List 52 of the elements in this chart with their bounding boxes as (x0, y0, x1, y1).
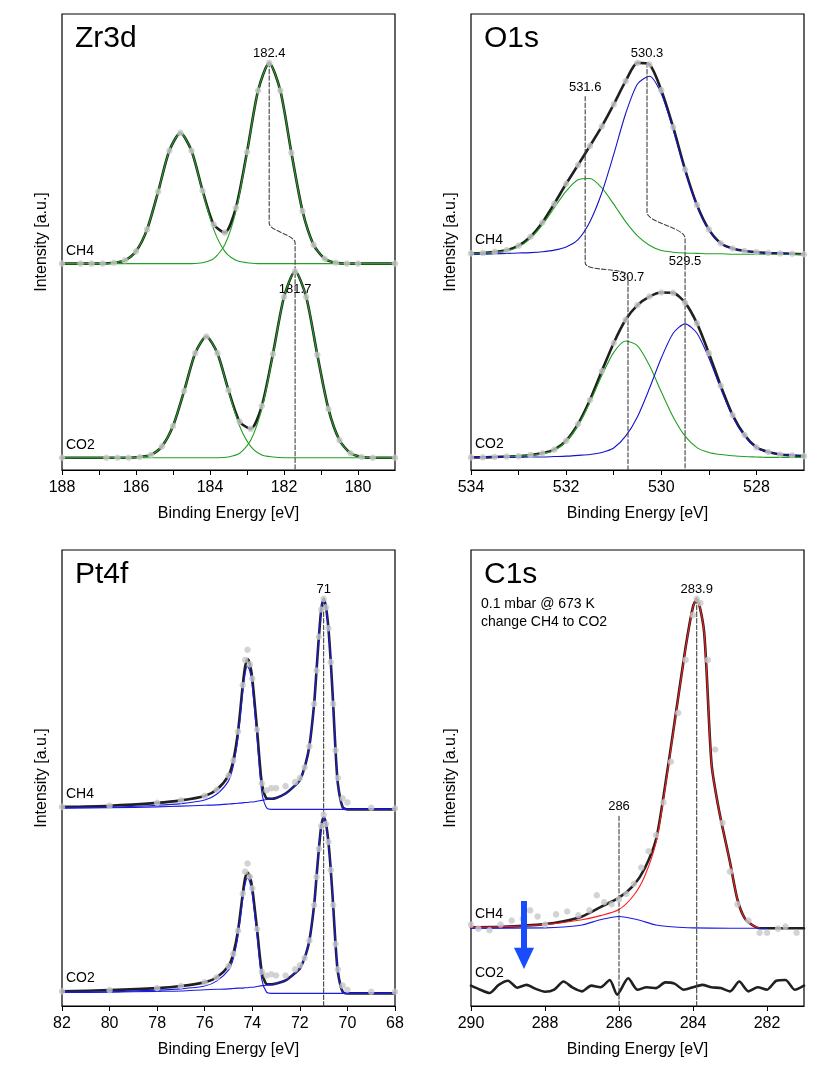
x-axis-title: Binding Energy [eV] (566, 503, 709, 521)
x-tick-label: 82 (53, 1013, 71, 1031)
chart-title: Zr3d (75, 19, 137, 53)
series-label: CO2 (66, 969, 95, 986)
x-tick-label: 282 (753, 1013, 781, 1031)
series-label: CH4 (66, 784, 95, 801)
annotation: 530.3 (630, 44, 664, 60)
x-axis-title: Binding Energy [eV] (157, 503, 300, 521)
x-tick-label: 188 (48, 477, 76, 495)
annotation: change CH4 to CO2 (481, 613, 608, 629)
x-tick-label: 528 (743, 477, 770, 495)
annotation: 283.9 (680, 580, 713, 596)
series-label: CO2 (66, 435, 95, 452)
x-tick-label: 184 (196, 477, 224, 495)
series-label: CO2 (475, 435, 504, 452)
x-tick-label: 78 (148, 1013, 167, 1031)
chart-title: O1s (484, 19, 540, 53)
x-tick-label: 182 (270, 477, 298, 495)
x-tick-label: 530 (647, 477, 675, 495)
x-tick-label: 532 (552, 477, 580, 495)
y-axis-title: Intensity [a.u.] (31, 192, 49, 292)
y-axis-title: Intensity [a.u.] (31, 728, 49, 828)
x-tick-label: 68 (386, 1013, 404, 1031)
chart-title: C1s (484, 555, 538, 589)
x-tick-label: 180 (344, 477, 372, 495)
y-axis-title: Intensity [a.u.] (440, 192, 458, 292)
annotation: 529.5 (668, 252, 702, 268)
x-tick-label: 186 (122, 477, 150, 495)
x-tick-label: 72 (290, 1013, 309, 1031)
x-tick-label: 290 (457, 1013, 485, 1031)
annotation: 531.6 (568, 78, 602, 94)
x-tick-label: 288 (531, 1013, 559, 1031)
x-axis-title: Binding Energy [eV] (566, 1039, 709, 1057)
x-axis-title: Binding Energy [eV] (157, 1039, 300, 1057)
series-label: CH4 (66, 241, 95, 258)
annotation: 286 (608, 798, 630, 814)
series-label: CH4 (475, 905, 504, 922)
x-tick-label: 284 (679, 1013, 707, 1031)
x-tick-label: 80 (100, 1013, 119, 1031)
x-tick-label: 70 (338, 1013, 357, 1031)
annotation: 182.4 (252, 44, 286, 60)
x-tick-label: 534 (457, 477, 485, 495)
chart-title: Pt4f (75, 555, 130, 589)
annotation: 530.7 (611, 268, 645, 284)
annotation: 71 (316, 580, 331, 596)
annotation: 0.1 mbar @ 673 K (481, 595, 596, 611)
x-tick-label: 76 (195, 1013, 214, 1031)
x-tick-label: 286 (605, 1013, 633, 1031)
y-axis-title: Intensity [a.u.] (440, 728, 458, 828)
x-tick-label: 74 (243, 1013, 262, 1031)
series-label: CH4 (475, 231, 504, 248)
series-label: CO2 (475, 963, 504, 980)
